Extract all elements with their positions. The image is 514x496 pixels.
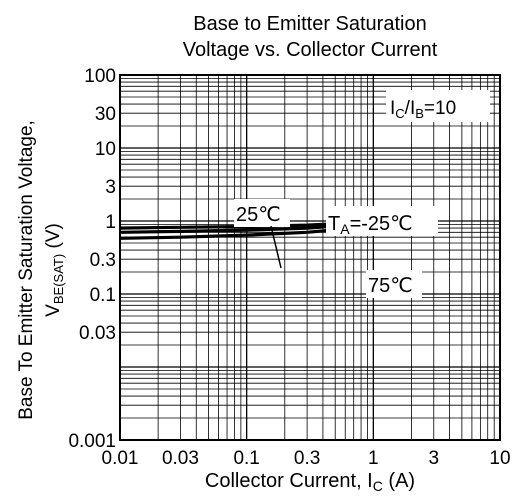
y-axis-label-v: V (43, 304, 64, 317)
y-tick-label: 30 (95, 104, 116, 125)
y-tick-label: 3 (105, 177, 116, 198)
x-tick-label: 3 (428, 448, 439, 469)
y-tick-label: 0.3 (90, 250, 116, 271)
y-axis-label-2: VBE(SAT) (V) (43, 223, 66, 317)
y-tick-label: 100 (84, 66, 116, 87)
y-tick-label: 0.001 (68, 431, 116, 452)
annotation-75c-text: 75℃ (368, 275, 413, 297)
annotation-ta-t: T (328, 213, 340, 235)
x-axis-label-unit: (A) (383, 470, 415, 492)
x-axis-label-main: Collector Current, I (205, 470, 373, 492)
x-tick-label: 0.1 (233, 448, 259, 469)
condition-label: IC/IB=10 (386, 90, 490, 122)
condition-ib-sub: B (415, 106, 424, 121)
annotation-ta-sub: A (340, 221, 350, 237)
chart-title-line-2: Voltage vs. Collector Current (183, 39, 438, 61)
y-axis-label-line-1: Base To Emitter Saturation Voltage, (16, 120, 37, 420)
condition-ib: /I (405, 98, 416, 119)
x-tick-label: 1 (368, 448, 379, 469)
x-tick-label: 10 (489, 448, 510, 469)
condition-ic-sub: C (395, 106, 404, 121)
annotation-25c-bg (234, 199, 290, 227)
x-tick-label: 0.03 (162, 448, 199, 469)
y-axis-label-line-2: VBE(SAT) (V) (43, 223, 66, 317)
annotation-ta: TA=-25℃ (326, 206, 438, 237)
y-axis-label: Base To Emitter Saturation Voltage, (16, 120, 37, 420)
plot-frame (119, 74, 501, 441)
x-tick-label: 0.01 (102, 448, 139, 469)
annotation-ta-bg (326, 206, 438, 236)
y-tick-label: 1 (105, 212, 116, 233)
annotation-25c-leader (270, 225, 282, 269)
annotation-ta-text: TA=-25℃ (328, 213, 413, 237)
y-axis-label-unit: (V) (43, 223, 64, 254)
x-axis-label: Collector Current, IC (A) (205, 470, 415, 494)
plot-grid (119, 75, 500, 441)
condition-label-bg (386, 90, 490, 122)
y-tick-label: 10 (95, 139, 116, 160)
annotation-75c: 75℃ (366, 270, 422, 298)
chart-title-line-1: Base to Emitter Saturation (193, 13, 426, 35)
y-axis-label-sub: BE(SAT) (51, 254, 66, 304)
annotation-25c-text: 25℃ (236, 204, 281, 226)
y-tick-labels: 100 30 10 3 1 0.3 0.1 0.03 0.001 (68, 66, 116, 452)
y-tick-label: 0.03 (79, 323, 116, 344)
annotation-75c-bg (366, 270, 422, 298)
annotation-25c: 25℃ (234, 199, 290, 269)
y-tick-label: 0.1 (90, 285, 116, 306)
x-axis-label-sub: C (373, 478, 383, 494)
x-tick-label: 0.3 (294, 448, 320, 469)
x-tick-labels: 0.01 0.03 0.1 0.3 1 3 10 (102, 448, 511, 469)
annotation-ta-value: =-25℃ (350, 213, 413, 235)
condition-label-text: IC/IB=10 (390, 98, 456, 121)
condition-ic: I (390, 98, 395, 119)
condition-value: =10 (424, 98, 456, 119)
